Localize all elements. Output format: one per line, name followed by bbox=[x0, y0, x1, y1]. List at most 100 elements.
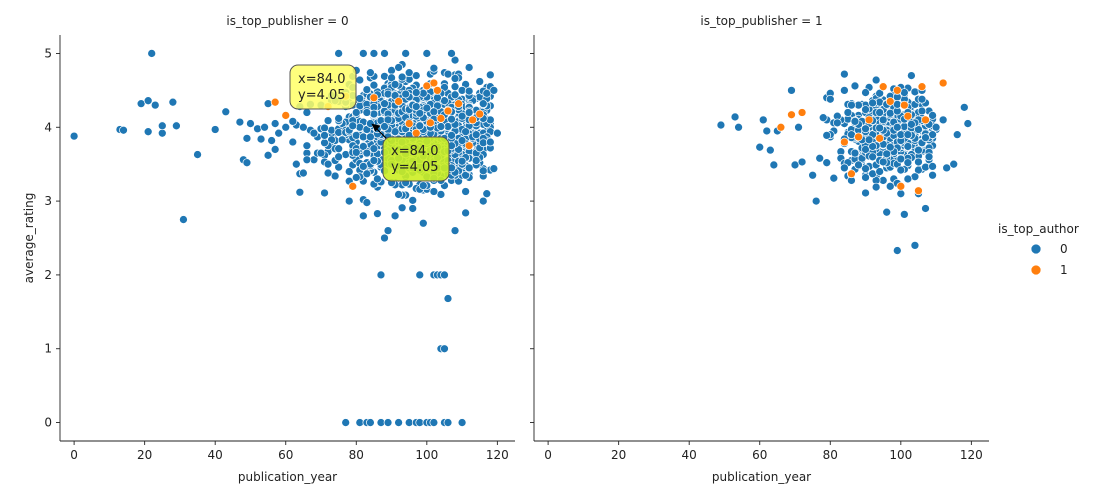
data-point bbox=[397, 203, 407, 213]
data-point bbox=[861, 124, 870, 134]
data-point bbox=[882, 149, 892, 159]
data-point bbox=[69, 131, 79, 141]
data-point bbox=[394, 190, 403, 199]
data-point bbox=[843, 108, 853, 117]
data-point bbox=[931, 122, 941, 132]
data-point bbox=[369, 93, 379, 103]
data-point bbox=[493, 128, 502, 138]
data-point bbox=[320, 188, 329, 198]
data-point bbox=[822, 131, 832, 140]
data-point bbox=[143, 127, 153, 137]
data-point bbox=[263, 150, 273, 160]
data-point bbox=[288, 117, 298, 126]
data-point bbox=[917, 82, 927, 92]
data-point bbox=[334, 144, 343, 154]
data-point bbox=[475, 109, 485, 119]
data-point bbox=[903, 130, 913, 140]
data-point bbox=[309, 128, 319, 138]
data-point bbox=[157, 128, 167, 138]
x-tick-label: 120 bbox=[960, 448, 983, 462]
data-point bbox=[337, 135, 347, 145]
data-point bbox=[411, 102, 421, 111]
data-point bbox=[776, 122, 786, 132]
data-point bbox=[429, 418, 439, 427]
data-point bbox=[489, 164, 499, 173]
data-point bbox=[397, 72, 407, 82]
y-tick-label: 1 bbox=[44, 342, 52, 356]
data-point bbox=[892, 246, 902, 255]
data-points bbox=[716, 69, 973, 255]
data-point bbox=[440, 270, 449, 280]
data-point bbox=[380, 49, 389, 58]
y-tick-label: 3 bbox=[44, 194, 52, 208]
x-tick-label: 80 bbox=[349, 448, 364, 462]
data-point bbox=[351, 173, 361, 182]
data-point bbox=[351, 108, 361, 117]
data-point bbox=[394, 418, 403, 427]
data-point bbox=[362, 198, 372, 207]
data-point bbox=[418, 181, 428, 190]
data-point bbox=[270, 119, 280, 128]
data-point bbox=[369, 49, 379, 58]
data-point bbox=[270, 145, 280, 154]
data-point bbox=[914, 125, 923, 134]
data-point bbox=[281, 122, 291, 132]
data-point bbox=[302, 155, 312, 165]
data-point bbox=[179, 215, 188, 224]
data-point bbox=[447, 114, 456, 124]
data-point bbox=[885, 142, 895, 152]
data-point bbox=[362, 108, 372, 117]
x-tick-label: 40 bbox=[208, 448, 223, 462]
data-point bbox=[295, 187, 305, 197]
data-point bbox=[903, 142, 913, 151]
data-point bbox=[383, 226, 393, 235]
data-point bbox=[840, 137, 849, 147]
data-point bbox=[478, 99, 488, 109]
data-point bbox=[344, 167, 354, 176]
data-point bbox=[334, 152, 343, 162]
data-point bbox=[344, 196, 354, 206]
data-point bbox=[383, 89, 393, 99]
data-point bbox=[822, 158, 832, 168]
data-point bbox=[907, 119, 916, 129]
x-tick-label: 100 bbox=[415, 448, 438, 462]
data-point bbox=[408, 196, 418, 205]
data-point bbox=[450, 90, 460, 100]
data-point bbox=[938, 78, 948, 88]
data-point bbox=[383, 115, 393, 125]
data-point bbox=[443, 69, 453, 79]
data-point bbox=[875, 123, 885, 133]
data-point bbox=[380, 99, 389, 109]
data-point bbox=[394, 97, 403, 106]
data-point bbox=[415, 270, 425, 280]
data-point bbox=[263, 99, 273, 109]
data-point bbox=[369, 80, 379, 90]
data-point bbox=[404, 119, 414, 128]
data-point bbox=[457, 136, 467, 145]
x-axis-label: publication_year bbox=[712, 470, 811, 484]
data-point bbox=[878, 82, 888, 92]
data-point bbox=[316, 148, 326, 158]
data-point bbox=[875, 88, 885, 98]
data-point bbox=[394, 63, 403, 72]
data-point bbox=[320, 123, 329, 133]
panel-title: is_top_publisher = 0 bbox=[226, 14, 348, 28]
data-point bbox=[850, 117, 860, 126]
data-point bbox=[260, 122, 269, 132]
data-point bbox=[832, 118, 842, 128]
data-point bbox=[411, 128, 421, 138]
annotation-text: y=4.05 bbox=[391, 160, 439, 175]
data-point bbox=[942, 163, 952, 173]
x-axis-label: publication_year bbox=[238, 470, 337, 484]
data-point bbox=[878, 157, 888, 167]
data-point bbox=[917, 94, 927, 104]
data-point bbox=[489, 86, 499, 95]
x-tick-label: 60 bbox=[752, 448, 767, 462]
data-point bbox=[351, 148, 361, 157]
data-point bbox=[471, 156, 481, 165]
data-point bbox=[362, 169, 372, 179]
annotation-text: x=84.0 bbox=[298, 72, 346, 87]
data-point bbox=[861, 188, 870, 198]
x-tick-label: 120 bbox=[486, 448, 509, 462]
data-point bbox=[299, 168, 308, 178]
